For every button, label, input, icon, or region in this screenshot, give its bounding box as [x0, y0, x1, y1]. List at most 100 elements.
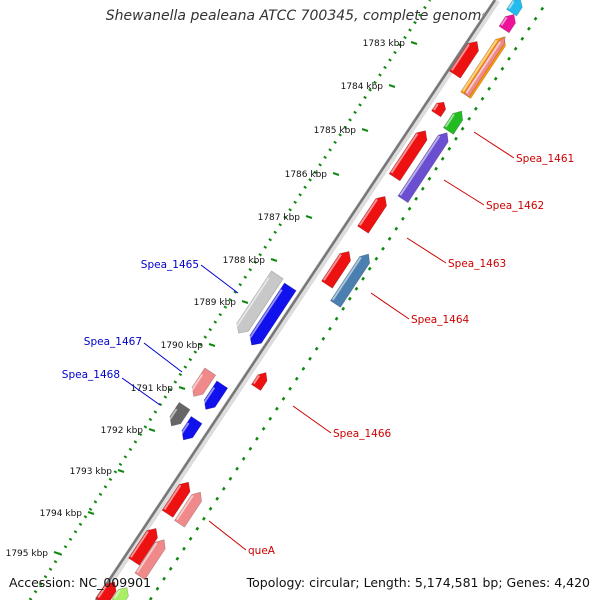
- scale-tick-label: 1784 kbp: [341, 82, 384, 92]
- map-title: Shewanella pealeana ATCC 700345, complet…: [105, 8, 490, 24]
- scale-tick-mark: [208, 343, 216, 347]
- gene-body: [181, 415, 203, 441]
- gene-body: [449, 40, 479, 79]
- gene-label-spea_1467: Spea_1467: [84, 336, 142, 348]
- gene-body: [431, 101, 447, 118]
- gene-highlight: [179, 422, 190, 437]
- scale-tick-label: 1791 kbp: [131, 384, 174, 394]
- gene-arrow: [234, 270, 284, 334]
- gene-body: [249, 282, 297, 346]
- gene-arrow: [167, 401, 191, 427]
- gene-highlight: [167, 408, 178, 423]
- gene-body: [134, 539, 166, 581]
- scale-tick-mark: [305, 215, 313, 219]
- gene-body: [251, 372, 268, 391]
- scale-tick-mark: [241, 300, 249, 304]
- gene-arrow: [449, 40, 479, 79]
- gene-highlight: [189, 374, 204, 393]
- inner-scale-dots: [148, 0, 550, 600]
- gene-label-spea_1463: Spea_1463: [448, 258, 506, 270]
- gene-highlight: [252, 374, 260, 385]
- gene-body: [236, 270, 284, 334]
- gene-body: [330, 253, 371, 308]
- scale-tick-mark: [270, 258, 278, 262]
- gene-arrow: [128, 527, 158, 566]
- gene-body: [388, 130, 428, 182]
- gene-body: [203, 380, 229, 410]
- gene-arrow: [321, 250, 351, 289]
- gene-body: [397, 132, 449, 204]
- backbone-shadow: [95, 0, 500, 600]
- gene-label-leader: [200, 264, 239, 294]
- scale-tick-mark: [332, 172, 340, 176]
- gene-label-spea_1465: Spea_1465: [141, 259, 199, 271]
- gene-body: [506, 0, 523, 17]
- scale-tick-label: 1787 kbp: [258, 213, 301, 223]
- gene-highlight: [176, 494, 194, 521]
- gene-highlight: [331, 256, 362, 301]
- gene-body: [191, 367, 217, 397]
- scale-tick-labels: 1783 kbp 1784 kbp 1785 kbp 1786 kbp 1787 kbp…: [6, 39, 418, 559]
- gene-arrow: [201, 380, 229, 410]
- gene-label-spea_1462: Spea_1462: [486, 200, 544, 212]
- gene-highlight: [163, 484, 182, 510]
- gene-highlight: [130, 530, 149, 558]
- gene-arrow: [498, 14, 516, 34]
- gene-highlight: [444, 113, 455, 128]
- gene-body: [357, 195, 387, 234]
- gene-label-leader: [292, 405, 332, 434]
- gene-label-spea_1466: Spea_1466: [333, 428, 392, 440]
- scale-tick-mark: [87, 511, 95, 515]
- scale-tick-label: 1794 kbp: [40, 509, 83, 519]
- gene-arrow: [506, 0, 523, 17]
- gene-highlight: [465, 41, 502, 94]
- gene-highlight: [500, 16, 508, 26]
- scale-tick-mark: [410, 41, 418, 45]
- gene-arrow: [161, 481, 191, 518]
- gene-body: [128, 527, 158, 566]
- scale-tick-mark: [53, 551, 61, 555]
- backbone: [94, 0, 500, 600]
- accession-text: Accession: NC_009901: [9, 575, 152, 590]
- gene-label-leader: [443, 179, 485, 206]
- gene-highlight: [359, 198, 378, 226]
- scale-tick-mark: [178, 386, 186, 390]
- gene-arrow: [463, 36, 506, 98]
- scale-tick-mark: [117, 469, 125, 473]
- gene-body: [498, 14, 516, 34]
- scale-tick-label: 1792 kbp: [101, 426, 144, 436]
- gene-body: [321, 250, 351, 289]
- gene-highlight: [323, 253, 342, 281]
- gene-label-leader: [121, 377, 161, 406]
- scale-tick-label: 1786 kbp: [285, 170, 328, 180]
- gene-highlight: [136, 542, 158, 573]
- gene-label-spea_1461: Spea_1461: [516, 153, 574, 165]
- gene-arrow: [442, 110, 464, 135]
- scale-tick-label: 1793 kbp: [70, 467, 113, 477]
- gene-highlight: [399, 135, 441, 196]
- gene-highlight: [247, 289, 283, 342]
- gene-arrow: [251, 372, 268, 391]
- gene-arrow: [111, 587, 129, 600]
- gene-label-spea_1464: Spea_1464: [411, 314, 470, 326]
- gene-arrow: [247, 282, 297, 346]
- scale-tick-label: 1789 kbp: [194, 298, 237, 308]
- scale-tick-label: 1795 kbp: [6, 549, 49, 559]
- outer-scale-dots: [28, 0, 432, 600]
- scale-tick-mark: [148, 428, 156, 432]
- gene-label-spea_1468: Spea_1468: [62, 369, 120, 381]
- gene-label-leader: [370, 292, 410, 320]
- gene-body: [174, 491, 202, 528]
- gene-arrow: [134, 539, 166, 581]
- gene-body: [161, 481, 191, 518]
- gene-label-leader: [143, 342, 183, 373]
- scale-tick-label: 1790 kbp: [161, 341, 204, 351]
- scale-dotted-line: [28, 0, 432, 600]
- inner-dotted-line: [148, 0, 550, 600]
- gene-body: [111, 587, 129, 600]
- gene-highlight: [234, 277, 270, 330]
- gene-features: [95, 0, 523, 600]
- gene-highlight: [462, 39, 498, 92]
